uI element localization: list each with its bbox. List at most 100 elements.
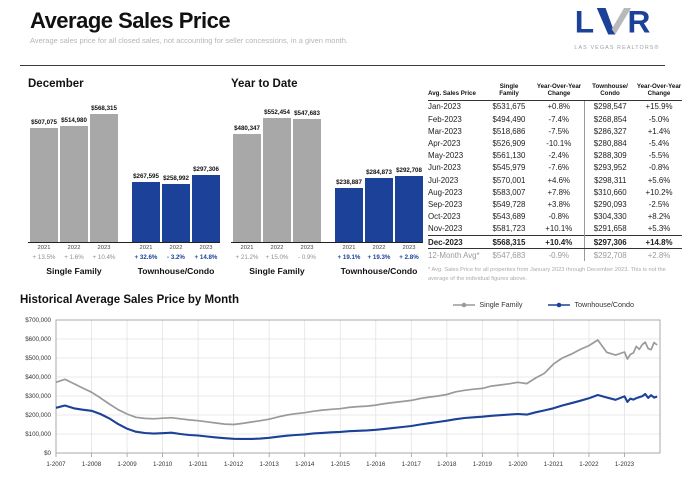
bar-townhouse-condo-2023 bbox=[192, 175, 220, 242]
table-cell: $286,327 bbox=[583, 125, 636, 138]
table-cell: -0.8% bbox=[548, 212, 570, 222]
group-label-townhouse-condo: Townhouse/Condo bbox=[137, 266, 215, 276]
table-cell: +15.9% bbox=[645, 102, 673, 112]
table-cell: May-2023 bbox=[428, 151, 464, 161]
table-cell: +10.1% bbox=[545, 224, 573, 234]
bar-value-townhouse-condo-2023: $292,708 bbox=[396, 167, 422, 174]
historical-chart-title: Historical Average Sales Price by Month bbox=[20, 294, 240, 306]
table-row-jan-2023: Jan-2023 $531,675 +0.8% $298,547 +15.9% bbox=[428, 100, 682, 114]
historical-line-chart: 1-2007 1-2008 1-2009 1-2010 1-2011 1-2012 1-20… bbox=[25, 317, 661, 468]
legend-label: Single Family bbox=[479, 300, 523, 309]
table-row-mar-2023: Mar-2023 $518,686 -7.5% $286,327 +1.4% bbox=[428, 125, 682, 138]
y-tick-label: $0 bbox=[44, 450, 51, 457]
bar-single-family-2022 bbox=[263, 118, 291, 242]
bar-single-family-2022 bbox=[60, 126, 88, 242]
x-tick-label: 1-2008 bbox=[82, 461, 102, 468]
table-cell: -0.9% bbox=[548, 250, 570, 260]
table-cell: $545,979 bbox=[492, 163, 526, 173]
table-header-0: Avg. Sales Price bbox=[428, 82, 484, 101]
table-cell: $531,675 bbox=[492, 102, 526, 112]
bar-change-townhouse-condo-2021: + 19.1% bbox=[337, 254, 361, 261]
bar-year-single-family-2023: 2023 bbox=[97, 245, 111, 251]
bar-townhouse-condo-2022 bbox=[365, 178, 393, 242]
x-tick-label: 1-2015 bbox=[331, 461, 351, 468]
x-tick-label: 1-2021 bbox=[544, 461, 564, 468]
table-cell: $310,660 bbox=[583, 186, 636, 199]
table-cell: $543,689 bbox=[492, 212, 526, 222]
bar-value-townhouse-condo-2023: $297,306 bbox=[193, 166, 219, 173]
table-cell: Jan-2023 bbox=[428, 102, 461, 112]
bar-value-townhouse-condo-2022: $258,992 bbox=[163, 175, 189, 182]
table-cell: $280,884 bbox=[583, 137, 636, 150]
x-tick-label: 1-2011 bbox=[189, 461, 208, 468]
bar-year-townhouse-condo-2021: 2021 bbox=[342, 245, 356, 251]
group-label-townhouse-condo: Townhouse/Condo bbox=[340, 266, 418, 276]
bar-change-single-family-2023: + 10.4% bbox=[92, 254, 116, 261]
x-tick-label: 1-2013 bbox=[260, 461, 280, 468]
monthly-table-section: Avg. Sales Price Single Family Year-Over-Y… bbox=[428, 82, 682, 283]
table-row-12-month-avg-: 12-Month Avg* $547,683 -0.9% $292,708 +2.8% bbox=[428, 248, 682, 262]
legend-label: Townhouse/Condo bbox=[574, 300, 634, 309]
svg-text:L: L bbox=[575, 6, 594, 40]
y-tick-label: $100,000 bbox=[25, 431, 51, 438]
table-cell: $518,686 bbox=[492, 126, 526, 136]
table-header-3: Townhouse/ Condo bbox=[584, 82, 636, 101]
page-subtitle: Average sales price for all closed sales… bbox=[30, 36, 348, 45]
table-cell: Jul-2023 bbox=[428, 175, 459, 185]
table-cell: $293,952 bbox=[583, 161, 636, 174]
lvr-logo-mark: L R bbox=[575, 4, 651, 40]
table-row-oct-2023: Oct-2023 $543,689 -0.8% $304,330 +8.2% bbox=[428, 210, 682, 223]
table-cell: $568,315 bbox=[484, 234, 534, 250]
table-row-jul-2023: Jul-2023 $570,001 +4.6% $298,311 +5.6% bbox=[428, 174, 682, 187]
bar-year-townhouse-condo-2023: 2023 bbox=[402, 245, 416, 251]
svg-text:R: R bbox=[628, 6, 651, 40]
table-header-row: Avg. Sales Price Single Family Year-Over-Y… bbox=[428, 82, 682, 101]
table-cell: 12-Month Avg* bbox=[428, 250, 480, 260]
bar-townhouse-condo-2023 bbox=[395, 176, 423, 242]
table-cell: $583,007 bbox=[492, 187, 526, 197]
x-tick-label: 1-2014 bbox=[295, 461, 315, 468]
bar-single-family-2023 bbox=[90, 114, 118, 242]
bar-year-single-family-2022: 2022 bbox=[270, 245, 284, 251]
table-cell: Apr-2023 bbox=[428, 139, 461, 149]
table-cell: -5.0% bbox=[648, 114, 670, 124]
bar-value-townhouse-condo-2022: $284,873 bbox=[366, 169, 392, 176]
table-row-aug-2023: Aug-2023 $583,007 +7.8% $310,660 +10.2% bbox=[428, 186, 682, 199]
plot-border bbox=[55, 319, 661, 454]
x-tick-label: 1-2012 bbox=[224, 461, 244, 468]
group-label-single-family: Single Family bbox=[46, 266, 102, 276]
table-cell: +7.8% bbox=[547, 187, 571, 197]
y-tick-label: $600,000 bbox=[25, 336, 51, 343]
table-cell: -0.8% bbox=[648, 163, 670, 173]
table-row-nov-2023: Nov-2023 $581,723 +10.1% $291,658 +5.3% bbox=[428, 222, 682, 236]
table-cell: +0.8% bbox=[547, 102, 571, 112]
year-to-date-bar-chart: Year to Date $480,347 2021 + 21.2% $552,454… bbox=[231, 78, 427, 280]
bar-townhouse-condo-2022 bbox=[162, 184, 190, 242]
table-row-sep-2023: Sep-2023 $549,728 +3.8% $290,093 -2.5% bbox=[428, 198, 682, 211]
table-cell: Mar-2023 bbox=[428, 126, 462, 136]
y-tick-label: $300,000 bbox=[25, 393, 51, 400]
lvr-logo: L R LAS VEGAS REALTORS® bbox=[571, 4, 663, 51]
x-tick-label: 1-2020 bbox=[508, 461, 528, 468]
bar-change-single-family-2023: - 0.9% bbox=[298, 254, 316, 261]
bar-chart-baseline bbox=[231, 242, 423, 243]
bar-year-townhouse-condo-2023: 2023 bbox=[199, 245, 213, 251]
table-cell: $549,728 bbox=[492, 199, 526, 209]
bar-year-townhouse-condo-2022: 2022 bbox=[169, 245, 183, 251]
table-cell: $494,490 bbox=[492, 114, 526, 124]
x-tick-label: 1-2016 bbox=[366, 461, 386, 468]
x-tick-label: 1-2007 bbox=[46, 461, 66, 468]
table-cell: +5.6% bbox=[647, 175, 671, 185]
table-cell: +14.8% bbox=[636, 234, 682, 250]
x-tick-label: 1-2010 bbox=[153, 461, 173, 468]
y-tick-label: $500,000 bbox=[25, 355, 51, 362]
table-cell: $304,330 bbox=[583, 210, 636, 223]
bar-value-single-family-2021: $480,347 bbox=[234, 125, 260, 132]
y-tick-label: $200,000 bbox=[25, 412, 51, 419]
table-cell: Jun-2023 bbox=[428, 163, 461, 173]
bar-value-townhouse-condo-2021: $238,887 bbox=[336, 179, 362, 186]
table-cell: $288,309 bbox=[583, 149, 636, 162]
table-footnote: * Avg. Sales Price for all properties fr… bbox=[428, 267, 666, 282]
table-cell: $298,311 bbox=[583, 174, 636, 187]
table-cell: +3.8% bbox=[547, 199, 571, 209]
